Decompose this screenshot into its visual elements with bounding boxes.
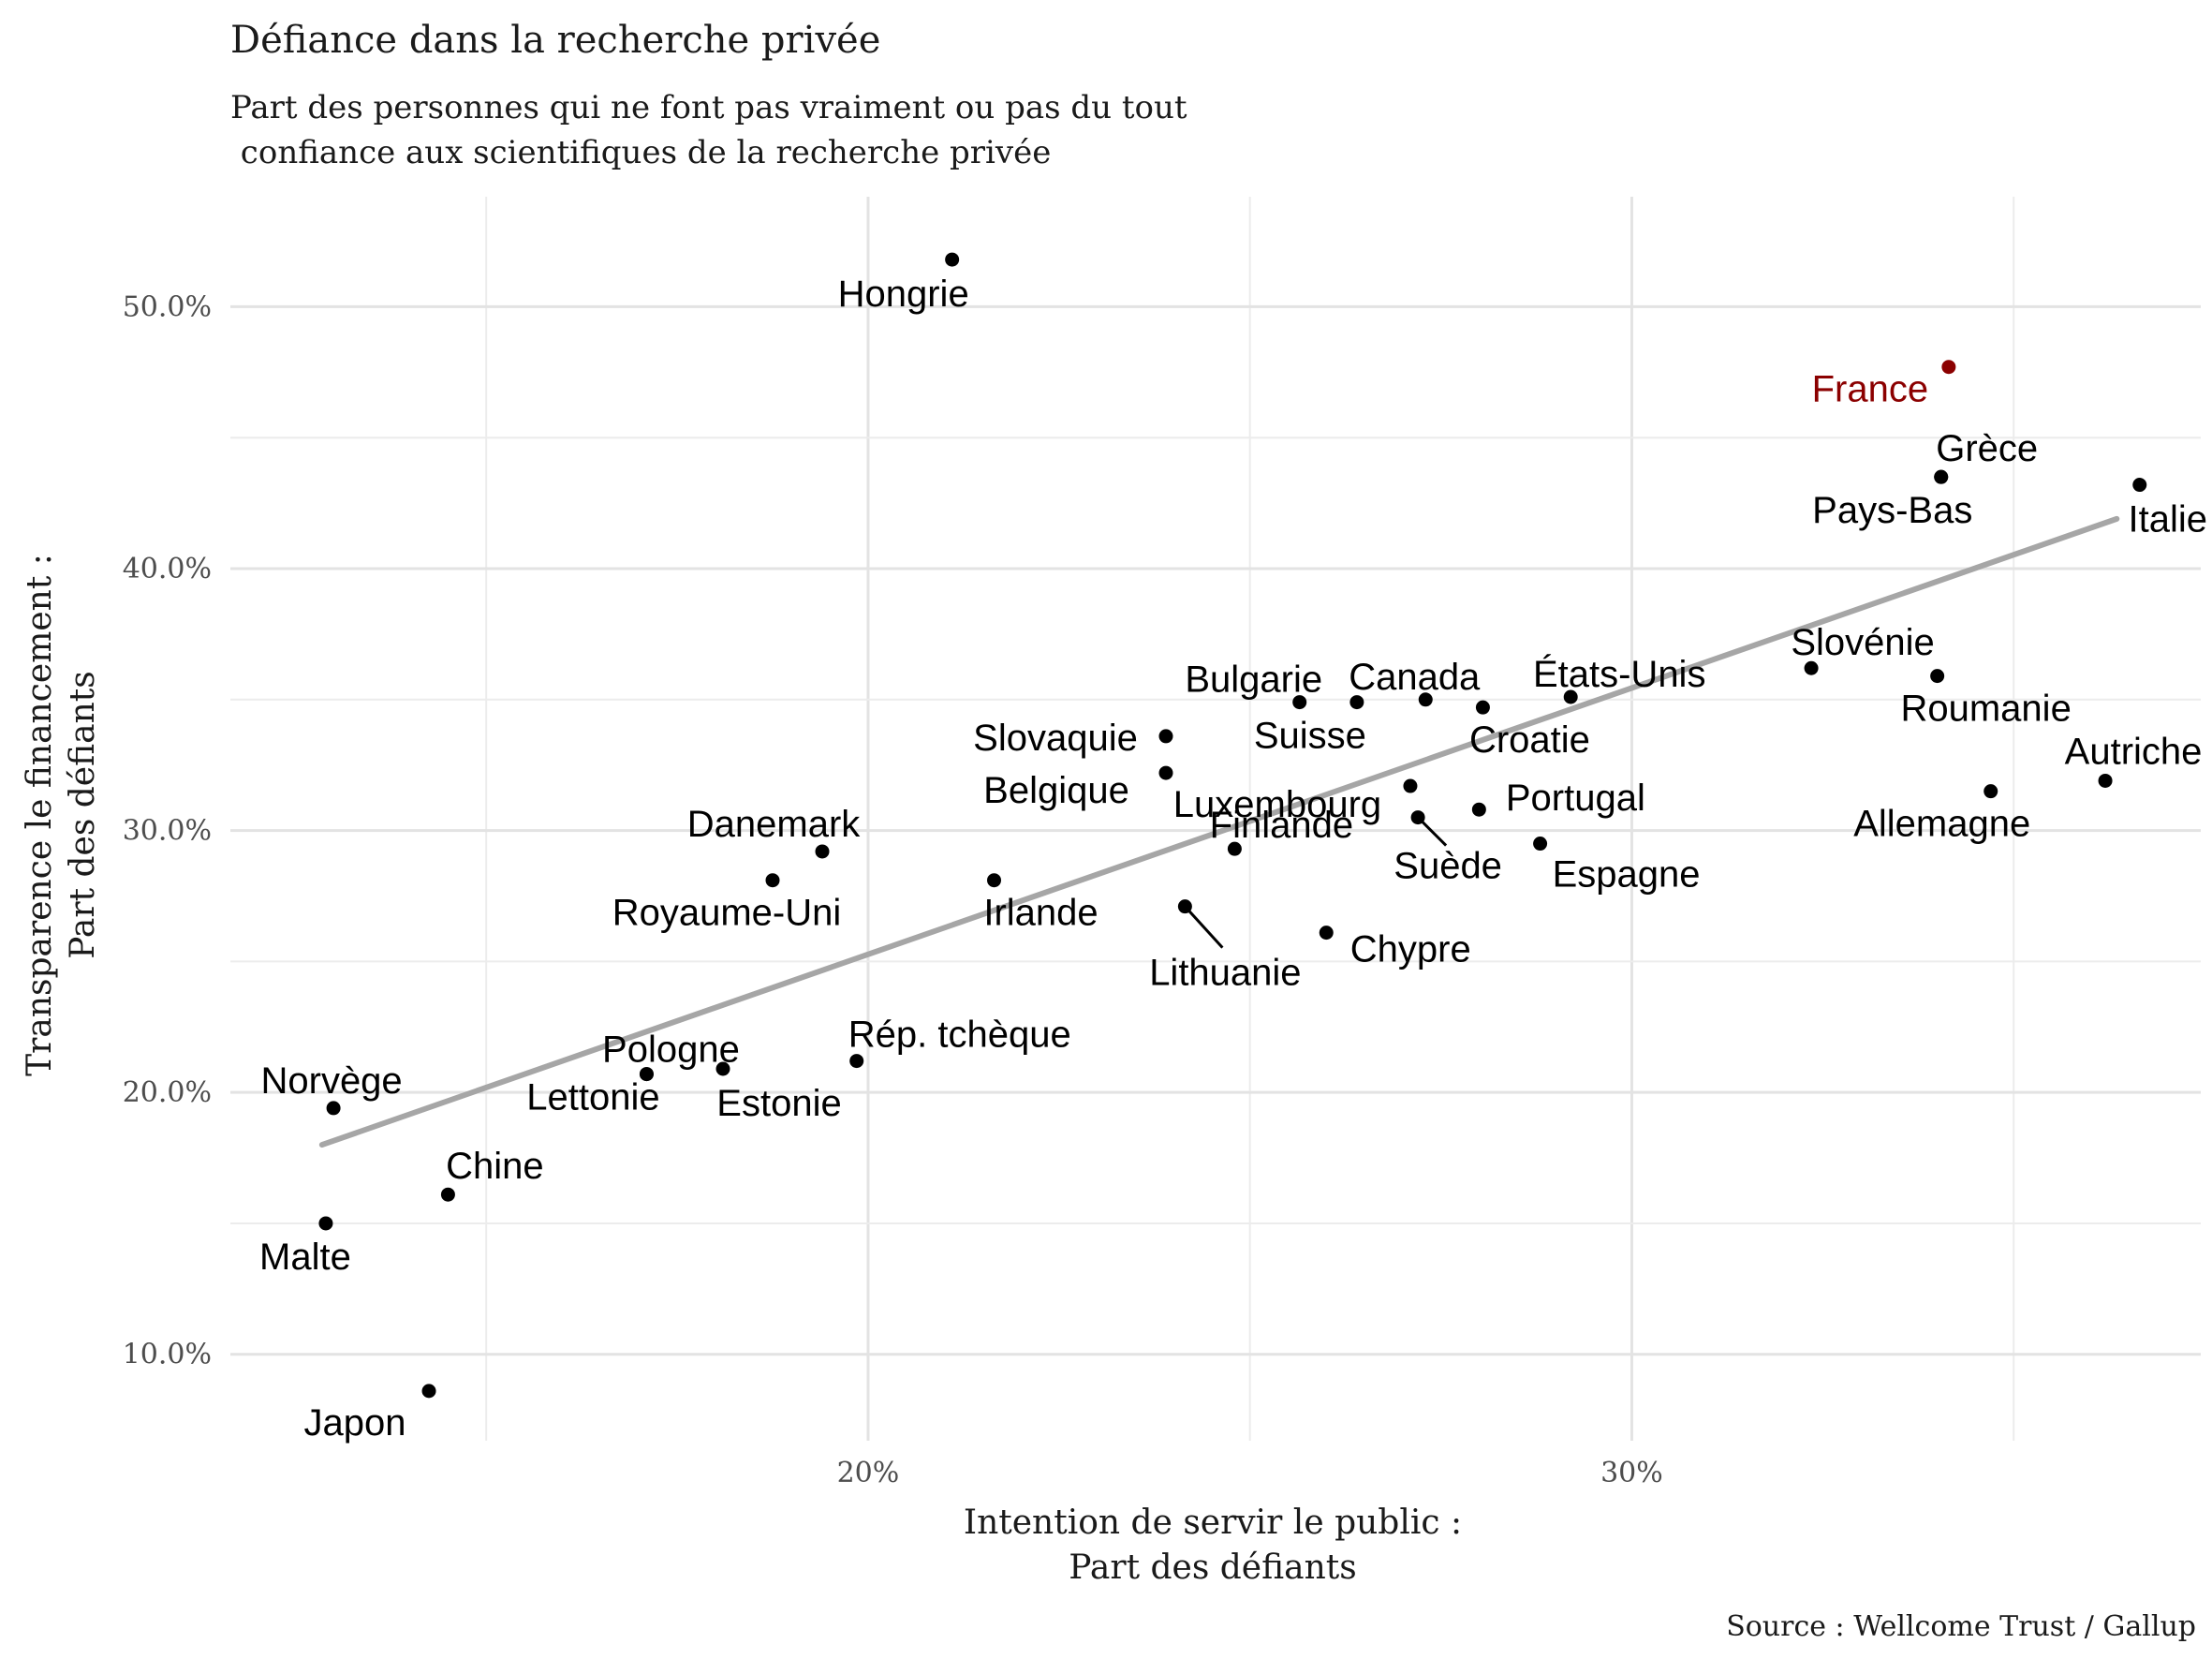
point-lithuanie bbox=[1177, 899, 1192, 914]
point-label-bulgarie: Bulgarie bbox=[1185, 659, 1322, 701]
point-lettonie bbox=[639, 1067, 654, 1082]
point-label-italie: Italie bbox=[2129, 499, 2208, 541]
point-canada bbox=[1418, 692, 1433, 707]
point-label-malte: Malte bbox=[259, 1237, 351, 1278]
point-malte bbox=[318, 1216, 333, 1231]
point-pays-bas bbox=[1934, 469, 1949, 484]
point-label-belgique: Belgique bbox=[983, 770, 1129, 811]
point-label-chypre: Chypre bbox=[1350, 929, 1471, 970]
point-label-etats-unis: États-Unis bbox=[1533, 653, 1706, 695]
point-rep-tcheque bbox=[849, 1054, 864, 1069]
point-label-pays-bas: Pays-Bas bbox=[1812, 490, 1972, 531]
point-label-hongrie: Hongrie bbox=[838, 274, 969, 315]
point-label-rep-tcheque: Rép. tchèque bbox=[848, 1015, 1071, 1056]
point-roumanie bbox=[1930, 669, 1945, 684]
point-portugal bbox=[1471, 802, 1486, 817]
point-label-slovaquie: Slovaquie bbox=[973, 718, 1138, 759]
point-label-croatie: Croatie bbox=[1469, 719, 1590, 761]
trend-line bbox=[318, 515, 2120, 1148]
point-label-france: France bbox=[1812, 369, 1929, 410]
chart-title: Défiance dans la recherche privée bbox=[230, 19, 880, 62]
point-label-luxembourg: Luxembourg bbox=[1173, 784, 1381, 825]
point-label-pologne: Pologne bbox=[602, 1029, 740, 1071]
point-label-irlande: Irlande bbox=[983, 893, 1098, 934]
point-label-danemark: Danemark bbox=[687, 804, 862, 845]
y-tick-label: 20.0% bbox=[123, 1076, 212, 1109]
point-etats-unis bbox=[1563, 689, 1578, 704]
leader-line-lithuanie bbox=[1184, 905, 1224, 949]
y-tick-label: 40.0% bbox=[123, 553, 212, 585]
point-irlande bbox=[987, 873, 1002, 888]
x-axis-title-line-1: Intention de servir le public : bbox=[964, 1503, 1462, 1542]
y-tick-label: 50.0% bbox=[123, 290, 212, 323]
point-label-suede: Suède bbox=[1394, 846, 1502, 887]
point-norvege bbox=[326, 1101, 341, 1116]
y-axis-title-line-2: Part des défiants bbox=[64, 671, 102, 958]
point-hongrie bbox=[945, 252, 960, 267]
point-label-portugal: Portugal bbox=[1506, 778, 1645, 819]
point-label-autriche: Autriche bbox=[2065, 731, 2203, 772]
point-label-estonie: Estonie bbox=[716, 1083, 841, 1124]
trend-layer bbox=[318, 515, 2120, 1148]
point-slovenie bbox=[1804, 660, 1819, 675]
point-japon bbox=[421, 1384, 436, 1399]
point-danemark bbox=[815, 844, 830, 859]
point-label-finlande: Finlande bbox=[1210, 805, 1353, 846]
point-slovaquie bbox=[1158, 729, 1173, 744]
point-france bbox=[1941, 360, 1956, 375]
point-finlande bbox=[1227, 841, 1242, 856]
chart-subtitle-line-1: Part des personnes qui ne font pas vraim… bbox=[230, 89, 1187, 126]
point-estonie bbox=[715, 1061, 730, 1076]
y-tick-label: 30.0% bbox=[123, 815, 212, 848]
point-label-grece: Grèce bbox=[1936, 428, 2038, 469]
point-suisse bbox=[1349, 695, 1364, 710]
grid bbox=[230, 197, 2201, 1441]
chart-subtitle-line-2: confiance aux scientifiques de la recher… bbox=[230, 134, 1051, 171]
point-chypre bbox=[1319, 926, 1334, 941]
point-suede bbox=[1410, 810, 1425, 825]
x-tick-label: 30% bbox=[1600, 1457, 1663, 1489]
point-label-lithuanie: Lithuanie bbox=[1149, 953, 1301, 994]
point-luxembourg bbox=[1403, 778, 1418, 793]
point-label-espagne: Espagne bbox=[1553, 854, 1701, 896]
point-espagne bbox=[1533, 837, 1548, 852]
point-label-royaume-uni: Royaume-Uni bbox=[612, 893, 842, 934]
x-tick-label: 20% bbox=[837, 1457, 900, 1489]
point-label-slovenie: Slovénie bbox=[1791, 622, 1934, 663]
point-label-canada: Canada bbox=[1349, 657, 1481, 698]
points bbox=[318, 252, 2147, 1399]
point-chine bbox=[440, 1187, 455, 1202]
point-label-norvege: Norvège bbox=[260, 1060, 402, 1102]
point-croatie bbox=[1475, 700, 1490, 715]
point-label-suisse: Suisse bbox=[1254, 716, 1366, 757]
x-axis-title-line-2: Part des défiants bbox=[1069, 1548, 1356, 1587]
point-belgique bbox=[1158, 765, 1173, 780]
point-label-chine: Chine bbox=[446, 1146, 544, 1187]
point-bulgarie bbox=[1292, 695, 1307, 710]
y-tick-label: 10.0% bbox=[123, 1339, 212, 1371]
point-label-japon: Japon bbox=[304, 1402, 406, 1444]
chart-caption: Source : Wellcome Trust / Gallup bbox=[1726, 1610, 2196, 1643]
point-autriche bbox=[2098, 773, 2113, 788]
y-axis-title-line-1: Transparence le financement : bbox=[21, 554, 59, 1076]
point-label-allemagne: Allemagne bbox=[1853, 804, 2030, 845]
point-label-roumanie: Roumanie bbox=[1900, 689, 2071, 730]
point-italie bbox=[2132, 478, 2147, 493]
point-allemagne bbox=[1983, 784, 1998, 799]
axis-ticks: 20% 30% 10.0% 20.0% 30.0% 40.0% 50.0% bbox=[123, 290, 1663, 1489]
point-royaume-uni bbox=[765, 873, 780, 888]
point-label-lettonie: Lettonie bbox=[526, 1077, 659, 1118]
